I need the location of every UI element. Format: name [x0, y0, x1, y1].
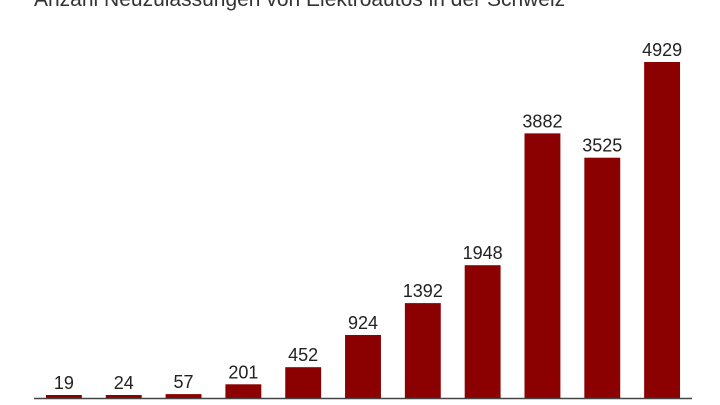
data-label-8: 1948 — [463, 243, 503, 263]
bar-6 — [345, 335, 381, 398]
bar-3 — [165, 394, 202, 398]
data-label-3: 57 — [174, 372, 194, 392]
chart-title: Anzahl Neuzulassungen von Elektroautos i… — [34, 0, 565, 12]
bar-2 — [105, 395, 142, 398]
bar-4 — [225, 384, 262, 398]
data-label-2: 24 — [114, 373, 134, 393]
data-label-6: 924 — [348, 313, 378, 333]
bar-10 — [584, 157, 621, 398]
bar-7 — [404, 303, 441, 398]
data-label-5: 452 — [288, 345, 318, 365]
data-label-7: 1392 — [403, 281, 443, 301]
bar-9 — [524, 133, 561, 398]
value-labels-group: 19 24 57 201 452 924 1392 1948 3882 3525 4929 — [54, 40, 682, 393]
data-label-1: 19 — [54, 373, 74, 393]
data-label-4: 201 — [228, 362, 258, 382]
data-label-10: 3525 — [582, 136, 622, 156]
bar-1 — [45, 395, 82, 398]
bar-8 — [464, 265, 501, 398]
bar-11 — [644, 62, 681, 398]
bars-group — [45, 62, 681, 398]
bar-5 — [285, 367, 322, 398]
data-label-11: 4929 — [642, 40, 682, 60]
data-label-9: 3882 — [522, 111, 562, 131]
